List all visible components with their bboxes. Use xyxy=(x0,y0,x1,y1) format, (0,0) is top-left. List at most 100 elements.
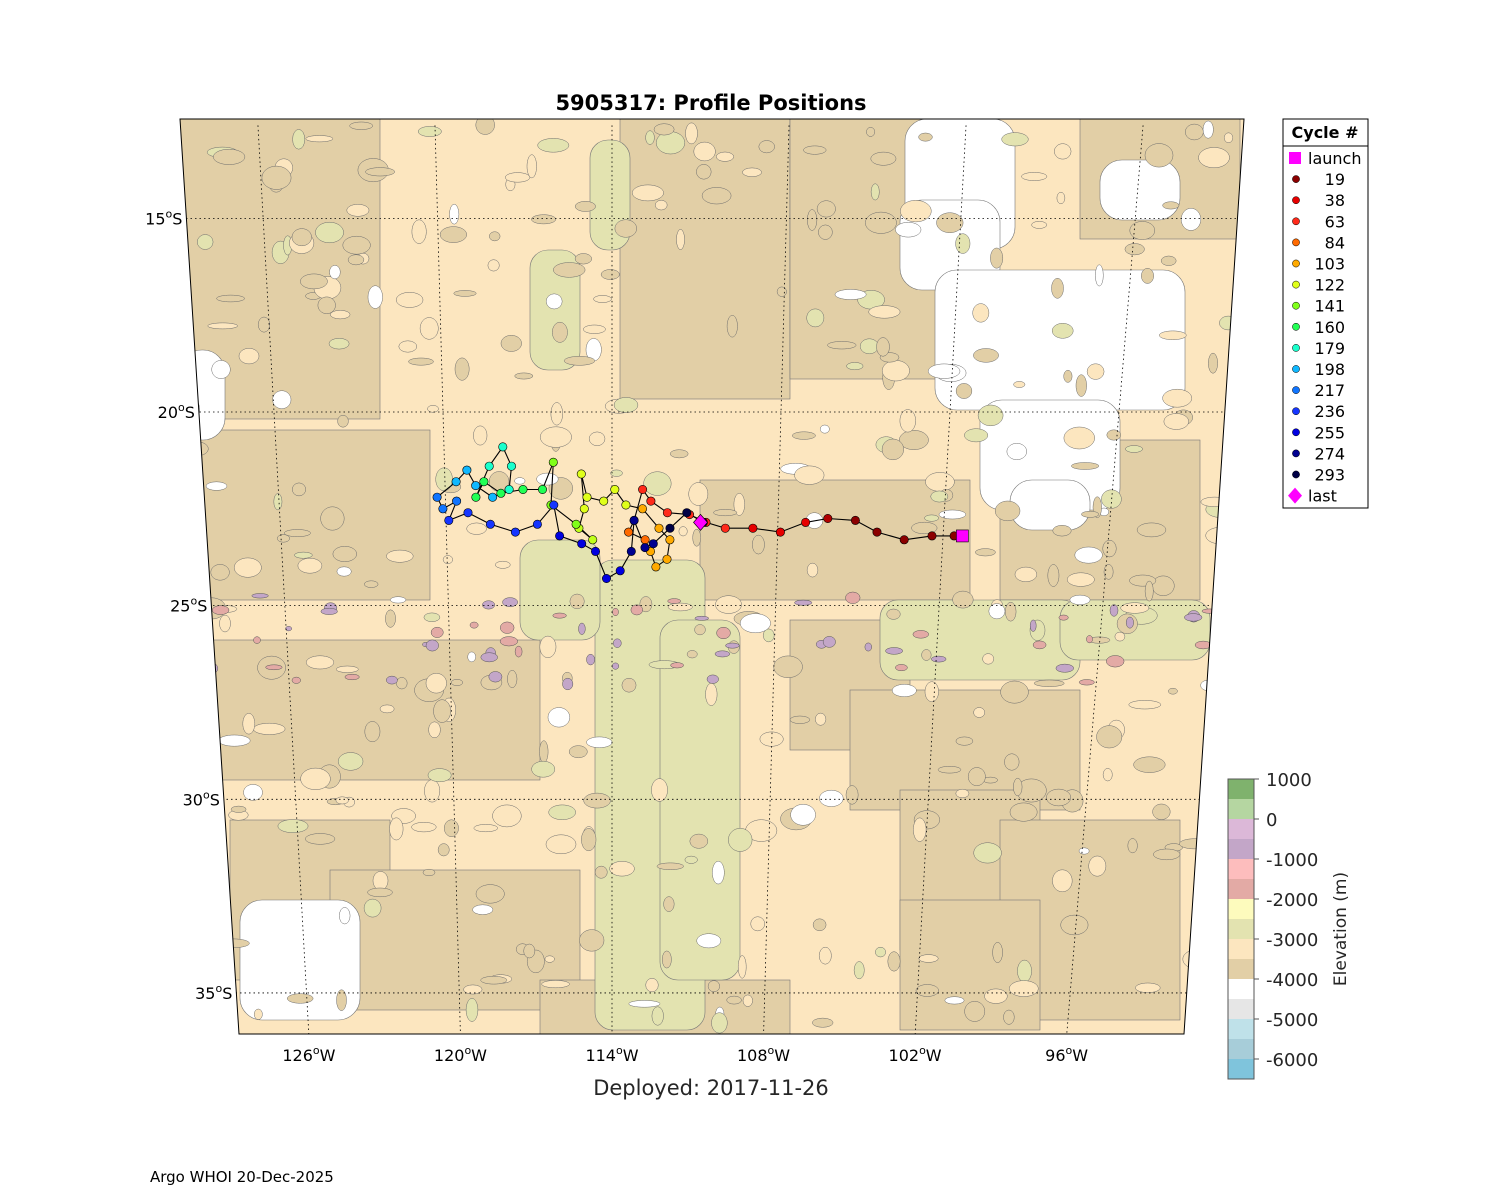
bathy-contour xyxy=(454,357,470,381)
longitude-tick-label: 120oW xyxy=(434,1044,487,1065)
bathy-contour xyxy=(1141,268,1154,284)
bathy-contour xyxy=(305,833,336,845)
profile-position xyxy=(510,527,520,537)
seamount-contour xyxy=(502,597,518,608)
bathy-contour xyxy=(272,390,292,409)
colorbar-tick-label: 1000 xyxy=(1266,770,1312,791)
bathy-contour xyxy=(990,247,1004,269)
bathy-contour xyxy=(667,602,693,612)
bathy-contour xyxy=(1074,546,1103,564)
bathy-contour xyxy=(803,145,827,155)
bathy-contour xyxy=(1009,802,1038,822)
bathy-contour xyxy=(806,562,819,578)
profile-position xyxy=(463,508,473,518)
bathy-contour xyxy=(184,548,202,566)
profile-position xyxy=(662,508,672,518)
seamount-contour xyxy=(1029,619,1037,632)
bathy-contour xyxy=(437,843,450,857)
bathy-contour xyxy=(1168,687,1178,695)
bathy-contour xyxy=(593,295,612,303)
bathy-contour xyxy=(1219,315,1238,331)
bathy-contour xyxy=(870,151,897,166)
bathy-contour xyxy=(539,740,549,763)
bathy-contour xyxy=(230,805,247,813)
bathy-contour xyxy=(1086,363,1105,380)
bathy-contour xyxy=(305,135,334,143)
seamount-contour xyxy=(670,662,684,669)
bathy-contour xyxy=(581,828,597,852)
profile-position xyxy=(432,492,442,502)
seamount-contour xyxy=(430,626,444,638)
bathy-trench-patch xyxy=(1009,479,1091,531)
bathy-contour xyxy=(367,887,393,898)
bathy-contour xyxy=(1214,708,1227,728)
bathy-contour xyxy=(574,201,596,212)
bathy-contour xyxy=(563,356,596,366)
bathy-contour xyxy=(924,514,939,522)
bathy-contour xyxy=(211,360,231,379)
bathy-contour xyxy=(1013,777,1023,797)
bathy-contour xyxy=(881,438,904,461)
bathy-contour xyxy=(537,138,570,153)
bathy-contour xyxy=(930,490,949,503)
bathy-contour xyxy=(287,993,314,1004)
bathy-contour xyxy=(689,833,709,849)
meridian-line xyxy=(1066,125,1144,1034)
bathy-contour xyxy=(964,1001,986,1022)
profile-position xyxy=(850,515,860,525)
profile-position xyxy=(599,496,609,506)
bathy-contour xyxy=(1066,572,1095,587)
seamount-contour xyxy=(291,676,301,684)
bathy-contour xyxy=(242,713,256,735)
bathy-contour xyxy=(1135,982,1161,993)
bathy-contour xyxy=(600,269,620,280)
profile-position xyxy=(451,477,461,487)
bathy-contour xyxy=(335,796,349,805)
bathy-contour xyxy=(552,321,568,343)
bathy-contour xyxy=(219,614,231,633)
bathy-contour xyxy=(1103,564,1114,580)
legend-entry-label: 63 xyxy=(1325,212,1345,231)
seamount-contour xyxy=(895,664,908,672)
seamount-contour xyxy=(285,626,292,632)
bathy-contour xyxy=(1205,527,1235,545)
bathy-contour xyxy=(899,409,916,433)
latitude-tick-label: 15oS xyxy=(145,207,182,228)
profile-position xyxy=(654,523,664,533)
legend-cycle-swatch xyxy=(1292,301,1300,310)
latitude-tick-label: 35oS xyxy=(195,982,232,1003)
bathy-contour xyxy=(243,784,263,801)
bathy-contour xyxy=(1152,803,1171,820)
longitude-tick-label: 102oW xyxy=(889,1044,942,1065)
bathy-shelf-patch xyxy=(519,539,601,641)
bathy-contour xyxy=(550,402,563,426)
seamount-contour xyxy=(1201,608,1217,614)
bathy-contour xyxy=(776,286,787,297)
legend-cycle-swatch xyxy=(1292,175,1300,183)
map-title: 5905317: Profile Positions xyxy=(555,91,866,115)
bathy-contour xyxy=(548,804,576,820)
profile-position xyxy=(640,543,650,553)
bathy-contour xyxy=(531,760,556,778)
bathy-contour xyxy=(1180,208,1202,231)
legend-launch-swatch xyxy=(1289,152,1301,164)
bathy-contour xyxy=(955,383,973,399)
legend-entry-label: 198 xyxy=(1314,360,1345,379)
bathy-contour xyxy=(1129,221,1156,240)
seamount-contour xyxy=(912,630,929,639)
profile-position xyxy=(748,523,758,533)
bathy-contour xyxy=(1120,602,1150,614)
bathy-contour xyxy=(1047,564,1060,587)
colorbar-tick-label: -1000 xyxy=(1266,850,1318,871)
bathy-contour xyxy=(317,296,336,314)
bathy-contour xyxy=(925,472,955,492)
bathy-contour xyxy=(466,522,487,535)
bathy-contour xyxy=(790,804,816,826)
bathy-contour xyxy=(696,164,712,180)
bathy-contour xyxy=(1162,388,1193,408)
bathy-contour xyxy=(408,357,434,366)
bathy-contour xyxy=(913,817,927,842)
legend-entry-label: 255 xyxy=(1314,423,1345,442)
bathy-contour xyxy=(621,677,637,693)
profile-position xyxy=(621,500,631,510)
